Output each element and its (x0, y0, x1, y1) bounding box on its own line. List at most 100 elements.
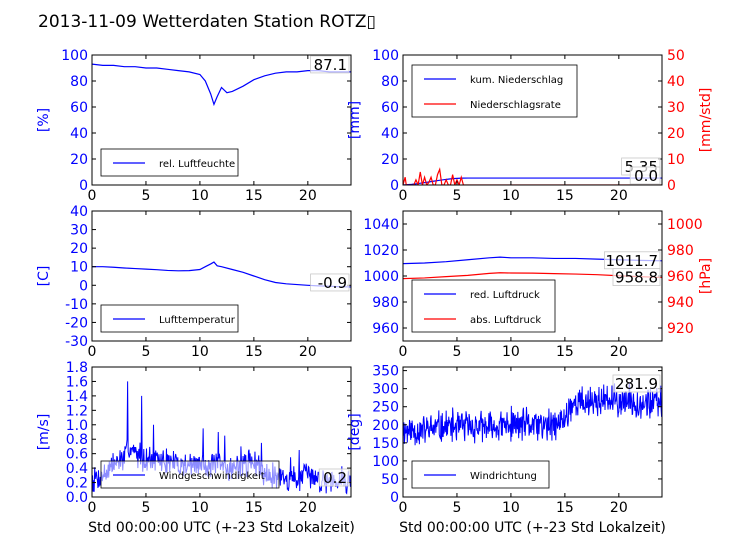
x-tick-label: 10 (191, 500, 209, 516)
annotation-box (310, 55, 350, 74)
legend-entry: Windrichtung (470, 471, 537, 482)
y2-tick-label: 20 (667, 126, 685, 142)
y2-tick-label: 10 (667, 152, 685, 168)
y-axis-label: [m/s] (36, 414, 52, 451)
x-tick-label: 0 (88, 500, 97, 516)
annotation-label: 0.0 (634, 167, 658, 185)
y-tick-label: -20 (65, 315, 88, 331)
y-tick-label: 0 (79, 278, 88, 294)
y-tick-label: 1.0 (66, 418, 88, 434)
x-tick-label: 5 (141, 188, 150, 204)
y-tick-label: 60 (70, 100, 88, 116)
y-tick-label: 0.6 (66, 447, 88, 463)
y2-axis-label: [mm/std] (698, 88, 714, 153)
plot-frame (91, 54, 352, 186)
legend: Lufttemperatur (100, 304, 239, 333)
y-tick-label: 300 (372, 382, 399, 398)
legend-entry: Lufttemperatur (159, 315, 236, 326)
x-tick-label: 10 (191, 344, 209, 360)
y-tick-label: 200 (372, 418, 399, 434)
value-annotation: 0.0 (629, 166, 661, 185)
y2-tick-label: 50 (667, 48, 685, 64)
plot-frame (402, 366, 663, 498)
series-line-temperature-0 (92, 261, 351, 288)
y-tick-label: 20 (70, 241, 88, 257)
x-tick-label: 10 (191, 188, 209, 204)
y-tick-label: 350 (372, 364, 399, 380)
legend: Windrichtung (411, 460, 550, 489)
series-group (92, 63, 351, 107)
y2-tick-label: 940 (667, 295, 694, 311)
chart-panel-humidity: 0 5 10 15 20 0 20 40 60 80 100 [%] rel. Luftfeuchte 8… (36, 48, 352, 204)
figure-title: 2013-11-09 Wetterdaten Station ROTZ▯ (38, 12, 376, 32)
annotation-box (318, 468, 350, 487)
annotation-box (612, 374, 661, 393)
legend-box (411, 64, 578, 118)
legend-entry: kum. Niederschlag (470, 75, 563, 86)
annotation-box (310, 273, 350, 292)
x-tick-label: 20 (299, 188, 317, 204)
y-tick-label: 1.8 (66, 360, 88, 376)
y-tick-label: 20 (70, 152, 88, 168)
legend: rel. Luftfeuchte (100, 148, 239, 177)
legend-box (100, 460, 280, 489)
y2-tick-label: 980 (667, 243, 694, 259)
value-annotation: 281.9 (612, 374, 661, 393)
y-tick-label: 100 (372, 48, 399, 64)
series-line-humidity-0 (92, 63, 351, 107)
value-annotation: 87.1 (310, 55, 350, 74)
x-tick-label: 20 (610, 188, 628, 204)
series-line-precip-0 (403, 177, 662, 185)
y-tick-label: 150 (372, 436, 399, 452)
y2-tick-label: 30 (667, 100, 685, 116)
value-annotation: 1011.7 (604, 251, 661, 270)
y-tick-label: 0.2 (66, 476, 88, 492)
y2-axis-label: [hPa] (698, 258, 714, 294)
x-tick-label: 10 (502, 500, 520, 516)
x-tick-label: 15 (556, 500, 574, 516)
y2-tick-label: 960 (667, 269, 694, 285)
x-tick-label: 20 (610, 500, 628, 516)
x-tick-label: 20 (299, 500, 317, 516)
y2-tick-label: 1000 (667, 217, 703, 233)
series-group (403, 383, 662, 446)
y-tick-label: 0.4 (66, 461, 88, 477)
series-line-precip-1 (403, 167, 662, 185)
y-tick-label: 50 (381, 472, 399, 488)
annotation-box (612, 268, 661, 286)
plot-frame (91, 366, 352, 498)
x-tick-label: 5 (452, 500, 461, 516)
y-tick-label: 980 (372, 295, 399, 311)
legend: Windgeschwindigkeit (100, 460, 280, 489)
y-tick-label: 100 (372, 454, 399, 470)
x-tick-label: 0 (399, 500, 408, 516)
y-tick-label: 1.6 (66, 374, 88, 390)
x-tick-label: 15 (245, 500, 263, 516)
annotation-box (629, 166, 661, 185)
x-tick-label: 0 (88, 188, 97, 204)
annotation-label: 281.9 (615, 375, 658, 393)
y-tick-label: 40 (381, 126, 399, 142)
series-group (92, 261, 351, 288)
y-tick-label: 250 (372, 400, 399, 416)
x-tick-label: 5 (452, 188, 461, 204)
x-tick-label: 10 (502, 188, 520, 204)
chart-panel-precip: 0 5 10 15 20 0 20 40 60 80 100 0 10 20 30 40 50 [mm] [mm/s… (347, 48, 714, 204)
annotation-label: -0.9 (318, 274, 347, 292)
plot-frame (402, 54, 663, 186)
y-tick-label: 1040 (363, 217, 399, 233)
y-axis-label: [deg] (347, 413, 363, 450)
x-tick-label: 15 (245, 188, 263, 204)
y-tick-label: 0.0 (66, 490, 88, 506)
y-tick-label: 0 (79, 178, 88, 194)
y-tick-label: -10 (65, 297, 88, 313)
y-tick-label: 960 (372, 321, 399, 337)
chart-panel-temperature: 0 5 10 15 20 -30 -20 -10 0 10 20 30 40 [C] Lufttempera… (36, 204, 352, 360)
legend-box (411, 279, 556, 333)
y-tick-label: 1000 (363, 269, 399, 285)
x-axis-label: Std 00:00:00 UTC (+-23 Std Lokalzeit) (399, 520, 666, 536)
y-axis-label: [mm] (347, 101, 363, 139)
value-annotation: 958.8 (612, 268, 661, 287)
legend-entry: abs. Luftdruck (470, 315, 541, 326)
